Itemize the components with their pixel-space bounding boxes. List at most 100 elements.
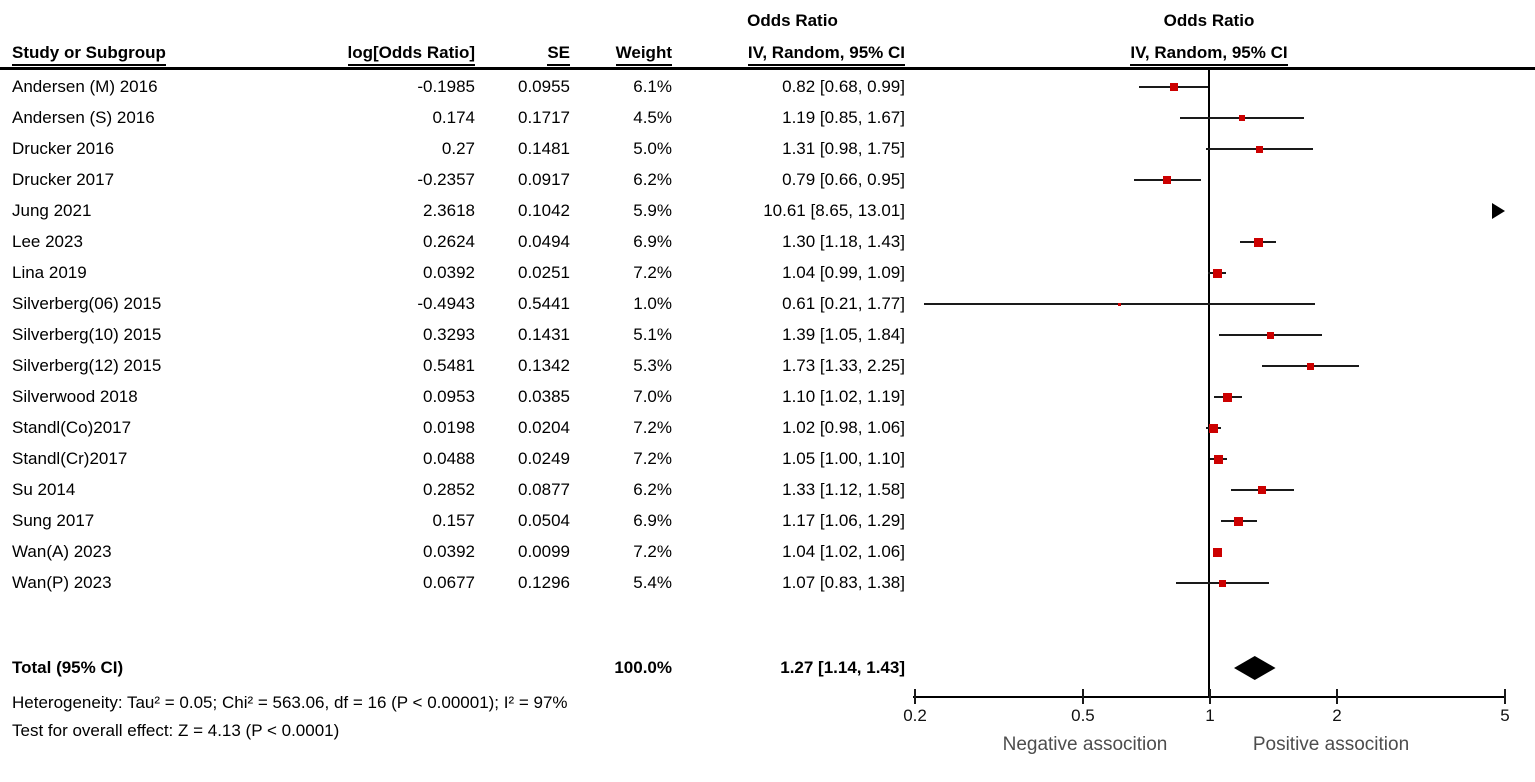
total-ci-text: 1.27 [1.14, 1.43] [780, 658, 905, 677]
study-se: 0.0251 [518, 263, 570, 282]
study-se: 0.0917 [518, 170, 570, 189]
total-weight: 100.0% [614, 658, 672, 677]
offscale-arrow-icon [1492, 203, 1505, 219]
study-name: Lee 2023 [12, 232, 83, 251]
column-header-log-or: log[Odds Ratio] [280, 42, 475, 66]
tick-label: 2 [1332, 706, 1342, 725]
study-weight: 7.2% [633, 263, 672, 282]
study-name: Wan(A) 2023 [12, 542, 112, 561]
tick-label: 0.2 [903, 706, 927, 725]
study-log-or: 0.0392 [423, 263, 475, 282]
study-name: Wan(P) 2023 [12, 573, 112, 592]
study-weight: 6.9% [633, 232, 672, 251]
study-se: 0.1717 [518, 108, 570, 127]
study-ci-text: 1.07 [0.83, 1.38] [782, 573, 905, 592]
study-log-or: 0.174 [432, 108, 475, 127]
study-log-or: 0.0677 [423, 573, 475, 592]
study-weight: 7.0% [633, 387, 672, 406]
study-log-or: 0.157 [432, 511, 475, 530]
study-name: Andersen (M) 2016 [12, 77, 158, 96]
study-se: 0.0504 [518, 511, 570, 530]
study-log-or: -0.2357 [417, 170, 475, 189]
study-log-or: 2.3618 [423, 201, 475, 220]
or-marker [1253, 237, 1263, 247]
study-log-or: 0.2624 [423, 232, 475, 251]
tick-label: 5 [1500, 706, 1510, 725]
or-marker [1162, 176, 1171, 184]
study-ci-text: 0.82 [0.68, 0.99] [782, 77, 905, 96]
study-se: 0.0099 [518, 542, 570, 561]
study-ci-text: 1.39 [1.05, 1.84] [782, 325, 905, 344]
study-weight: 1.0% [633, 294, 672, 313]
or-marker [1169, 83, 1178, 91]
study-name: Jung 2021 [12, 201, 92, 220]
study-log-or: 0.3293 [423, 325, 475, 344]
study-ci-text: 1.05 [1.00, 1.10] [782, 449, 905, 468]
study-name: Silverberg(10) 2015 [12, 325, 162, 344]
plot-effect-title: Odds Ratio [1163, 11, 1255, 30]
or-marker [1255, 145, 1263, 153]
tick-mark [1503, 689, 1506, 704]
study-weight: 6.2% [633, 170, 672, 189]
study-se: 0.5441 [518, 294, 570, 313]
study-se: 0.0494 [518, 232, 570, 251]
null-effect-line [1208, 70, 1210, 698]
study-log-or: 0.27 [441, 139, 475, 158]
study-ci-text: 0.79 [0.66, 0.95] [782, 170, 905, 189]
study-name: Lina 2019 [12, 263, 87, 282]
or-marker [1238, 115, 1245, 121]
study-se: 0.0204 [518, 418, 570, 437]
study-se: 0.1342 [518, 356, 570, 375]
or-marker [1266, 331, 1274, 339]
study-name: Silverberg(12) 2015 [12, 356, 162, 375]
study-log-or: 0.5481 [423, 356, 475, 375]
study-name: Sung 2017 [12, 511, 95, 530]
study-name: Andersen (S) 2016 [12, 108, 155, 127]
study-ci-text: 1.73 [1.33, 2.25] [782, 356, 905, 375]
or-marker [1212, 268, 1222, 278]
study-ci-text: 1.02 [0.98, 1.06] [782, 418, 905, 437]
or-marker [1306, 362, 1314, 370]
study-weight: 7.2% [633, 542, 672, 561]
study-se: 0.0385 [518, 387, 570, 406]
or-marker [1234, 516, 1244, 526]
study-se: 0.1042 [518, 201, 570, 220]
or-marker [1214, 454, 1224, 464]
study-name: Drucker 2016 [12, 139, 115, 158]
study-weight: 5.1% [633, 325, 672, 344]
tick-label: 0.5 [1071, 706, 1095, 725]
study-log-or: 0.0392 [423, 542, 475, 561]
or-marker [1218, 579, 1226, 587]
study-weight: 5.3% [633, 356, 672, 375]
axis-label-positive: Positive assocition [1252, 734, 1410, 755]
tick-label: 1 [1205, 706, 1215, 725]
axis-label-negative: Negative assocition [1002, 734, 1168, 755]
column-header-ci: IV, Random, 95% CI [680, 42, 905, 66]
or-marker [1212, 547, 1222, 557]
study-ci-text: 1.10 [1.02, 1.19] [782, 387, 905, 406]
column-effect-title: Odds Ratio [747, 11, 838, 30]
study-ci-text: 1.31 [0.98, 1.75] [782, 139, 905, 158]
study-weight: 6.9% [633, 511, 672, 530]
overall-effect-text: Test for overall effect: Z = 4.13 (P < 0… [12, 721, 340, 740]
study-name: Standl(Co)2017 [12, 418, 132, 437]
column-header-study: Study or Subgroup [12, 42, 166, 66]
pooled-diamond [1234, 656, 1276, 680]
study-weight: 7.2% [633, 418, 672, 437]
study-log-or: 0.0953 [423, 387, 475, 406]
study-se: 0.1431 [518, 325, 570, 344]
heterogeneity-text: Heterogeneity: Tau² = 0.05; Chi² = 563.0… [12, 693, 568, 712]
study-name: Silverberg(06) 2015 [12, 294, 162, 313]
study-name: Drucker 2017 [12, 170, 115, 189]
study-ci-text: 0.61 [0.21, 1.77] [782, 294, 905, 313]
or-marker [1209, 423, 1219, 433]
or-marker [1258, 486, 1267, 494]
tick-mark [1081, 689, 1084, 704]
tick-mark [1336, 689, 1339, 704]
study-weight: 5.9% [633, 201, 672, 220]
study-weight: 6.1% [633, 77, 672, 96]
study-log-or: 0.2852 [423, 480, 475, 499]
or-marker [1222, 392, 1232, 402]
study-ci-text: 1.33 [1.12, 1.58] [782, 480, 905, 499]
study-name: Standl(Cr)2017 [12, 449, 128, 468]
